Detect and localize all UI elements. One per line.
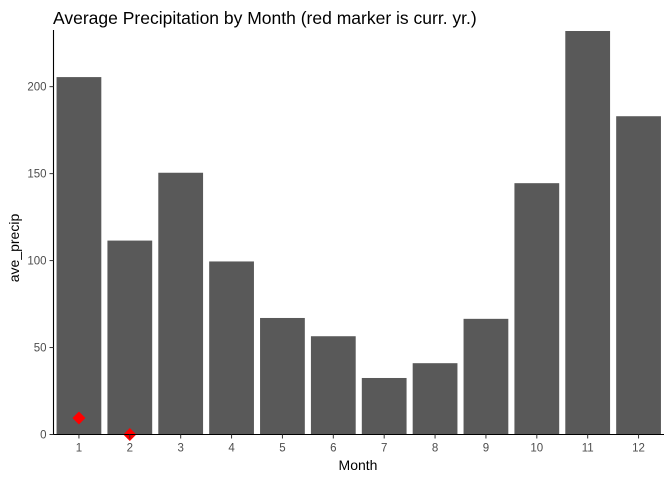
- bar-month-9: [463, 318, 509, 435]
- y-axis-title: ave_precip: [6, 214, 22, 283]
- bar-month-12: [616, 116, 661, 435]
- bar-month-10: [514, 183, 560, 435]
- bar-month-5: [260, 317, 305, 435]
- y-tick-label: 100: [27, 256, 46, 268]
- x-tick-label: 8: [432, 443, 438, 455]
- bar-month-7: [361, 377, 407, 435]
- y-tick-label: 200: [27, 82, 46, 94]
- y-axis-ticks: 0 50 100 150 200: [27, 82, 54, 442]
- x-tick-label: 4: [228, 443, 235, 455]
- x-tick-label: 1: [76, 443, 82, 455]
- bar-month-8: [412, 363, 458, 435]
- bar-series: [56, 31, 661, 435]
- bar-month-11: [565, 31, 611, 435]
- x-tick-label: 10: [530, 443, 543, 455]
- x-tick-label: 2: [127, 443, 133, 455]
- x-axis-title: Month: [339, 457, 378, 473]
- x-tick-label: 3: [177, 443, 183, 455]
- x-axis-ticks: 1 2 3 4 5 6 7 8 9 10 11 12: [76, 434, 645, 455]
- bar-month-4: [209, 261, 254, 435]
- x-tick-label: 7: [381, 443, 387, 455]
- chart-title: Average Precipitation by Month (red mark…: [53, 8, 477, 28]
- bar-month-3: [158, 172, 204, 435]
- y-tick-label: 0: [40, 430, 46, 442]
- bar-month-1: [56, 77, 102, 435]
- marker-month-1: [72, 411, 86, 425]
- x-tick-label: 6: [330, 443, 336, 455]
- y-tick-label: 150: [27, 169, 46, 181]
- bar-month-6: [310, 336, 356, 435]
- bar-month-2: [107, 240, 153, 435]
- x-tick-label: 5: [279, 443, 285, 455]
- x-tick-label: 9: [483, 443, 489, 455]
- x-tick-label: 11: [582, 443, 594, 455]
- y-tick-label: 50: [34, 343, 47, 355]
- x-tick-label: 12: [632, 443, 645, 455]
